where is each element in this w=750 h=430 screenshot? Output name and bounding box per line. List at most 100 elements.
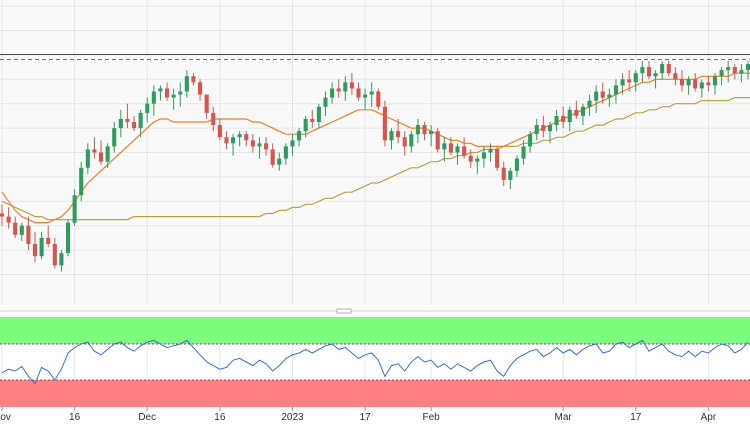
candle-body <box>376 91 381 107</box>
candle <box>323 91 328 116</box>
candle <box>495 146 500 171</box>
candle <box>343 76 348 101</box>
candle <box>316 103 321 129</box>
candle-body <box>158 88 163 92</box>
candle <box>39 231 44 260</box>
candle-body <box>514 158 519 171</box>
candle <box>488 143 493 162</box>
candle <box>151 85 156 116</box>
candle-body <box>46 237 51 244</box>
candle <box>580 103 586 126</box>
candle-body <box>363 94 368 98</box>
candle <box>541 115 546 138</box>
candle <box>283 143 288 165</box>
candle <box>85 143 90 174</box>
candle <box>640 61 645 83</box>
candle-body <box>501 167 506 180</box>
candle-body <box>26 225 31 244</box>
candle <box>131 115 137 132</box>
candle-body <box>32 244 38 257</box>
candle-body <box>706 82 711 86</box>
candle <box>59 250 64 272</box>
candle <box>277 152 282 171</box>
candle <box>237 131 242 147</box>
candle <box>184 70 189 98</box>
candle <box>13 216 18 238</box>
candle-body <box>488 149 493 153</box>
candle-body <box>237 134 242 138</box>
candle <box>92 137 97 159</box>
candle <box>739 64 744 83</box>
candle-body <box>356 88 361 98</box>
candle-body <box>534 125 539 135</box>
candle <box>745 61 750 80</box>
candle-body <box>92 149 97 153</box>
candle-body <box>402 137 407 147</box>
candle <box>204 94 209 119</box>
candle-body <box>587 100 592 107</box>
candle-body <box>679 79 685 86</box>
candle <box>396 118 401 144</box>
candle-body <box>739 70 744 74</box>
candle-body <box>138 112 143 129</box>
candle-body <box>594 91 599 101</box>
x-axis-tick-label: 2023 <box>281 412 304 423</box>
candle <box>448 137 453 156</box>
candle-body <box>475 158 480 162</box>
candle <box>19 222 24 241</box>
candle-body <box>554 115 559 126</box>
x-axis-tick-label: Feb <box>422 412 440 423</box>
candle-body <box>171 94 176 98</box>
candle <box>376 88 381 110</box>
candle-body <box>297 131 302 141</box>
x-axis-tick-label: 17 <box>360 412 372 423</box>
candle-body <box>131 122 137 129</box>
candle <box>429 125 434 147</box>
candle-body <box>6 216 11 223</box>
candle-body <box>178 91 183 95</box>
candle <box>508 167 513 190</box>
candle-body <box>574 109 579 116</box>
candle-body <box>290 140 295 147</box>
candle-body <box>541 125 546 132</box>
candle-body <box>712 76 718 86</box>
candle-body <box>59 253 64 266</box>
candle-body <box>409 134 414 147</box>
rsi-line <box>1 339 749 385</box>
candle-body <box>666 64 671 74</box>
candle <box>409 131 414 153</box>
candle <box>686 76 691 95</box>
candle <box>514 155 519 177</box>
candle-body <box>448 143 453 153</box>
x-axis-tick-label: 17 <box>630 412 642 423</box>
candle <box>673 67 678 86</box>
candle <box>211 106 216 132</box>
candle <box>462 137 467 159</box>
candle <box>125 103 130 129</box>
candle <box>224 131 229 150</box>
candle-body <box>257 143 262 147</box>
candle-body <box>211 112 216 126</box>
candle <box>389 128 394 150</box>
candle <box>145 97 150 122</box>
candle <box>6 207 11 229</box>
candle-body <box>627 79 632 83</box>
candle-body <box>198 82 203 95</box>
candle <box>422 122 427 141</box>
candle-body <box>528 134 533 147</box>
candle-body <box>264 143 269 150</box>
candle-body <box>39 237 44 257</box>
candle <box>666 61 671 77</box>
candle-body <box>745 64 750 71</box>
candle-body <box>270 149 275 165</box>
candle-body <box>415 125 420 135</box>
candle-body <box>191 76 196 83</box>
candle-body <box>112 128 117 147</box>
candle <box>118 109 123 138</box>
candle <box>620 73 625 95</box>
candle-body <box>323 97 328 107</box>
candle <box>191 73 196 86</box>
candle <box>336 79 341 98</box>
candle-body <box>633 73 638 83</box>
